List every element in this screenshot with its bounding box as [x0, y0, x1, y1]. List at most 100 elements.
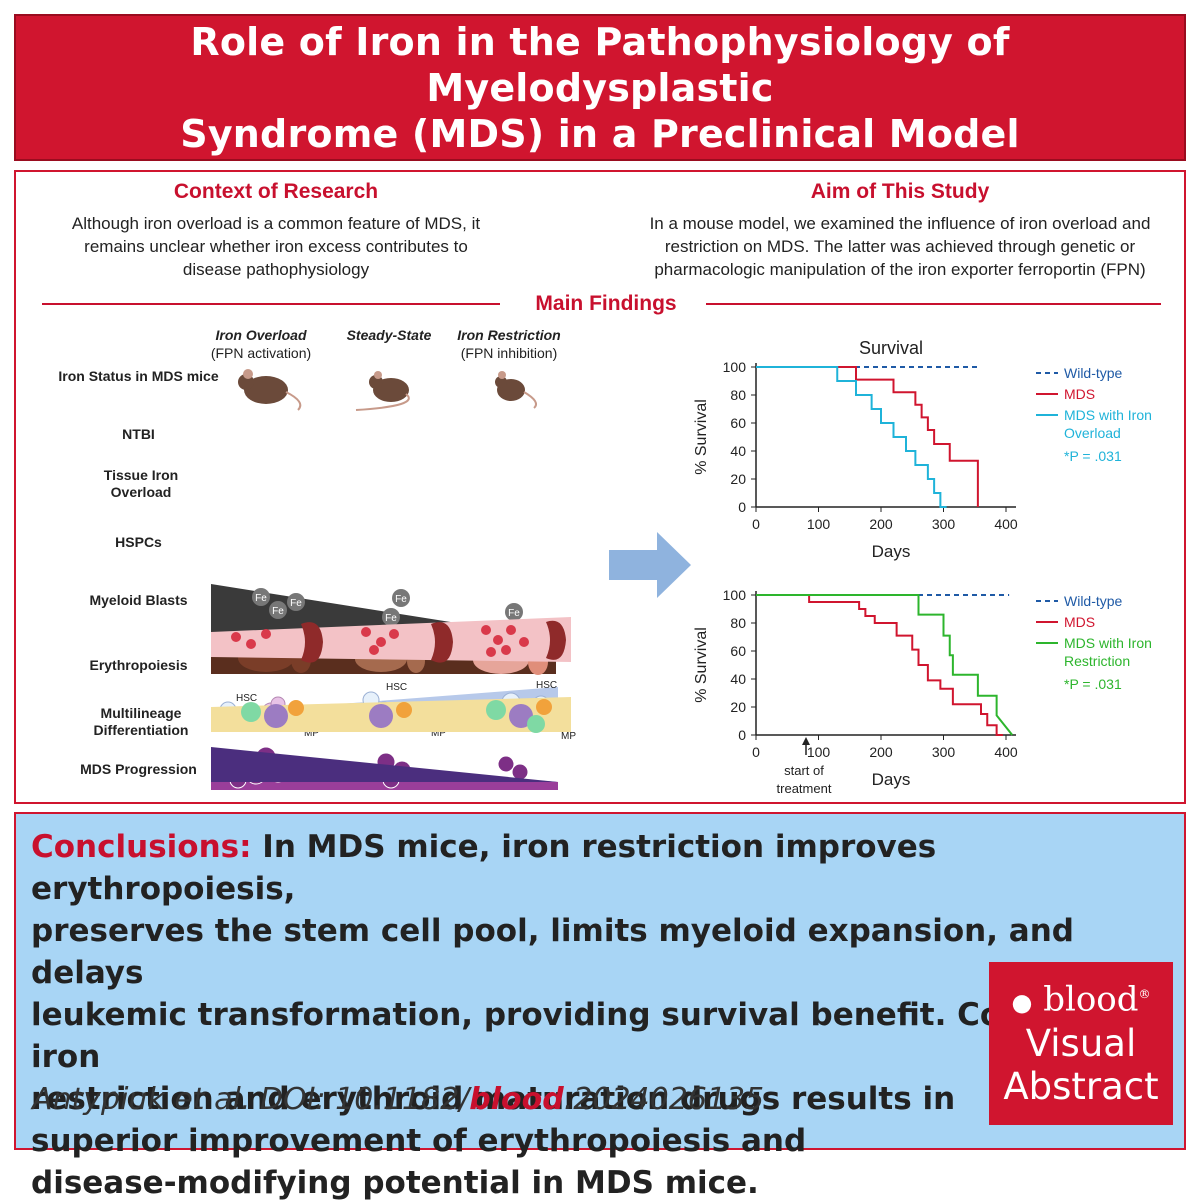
row-label-iron-status: Iron Status in MDS mice	[58, 368, 219, 384]
aim-line: restriction on MDS. The latter was achie…	[664, 237, 1136, 256]
badge-line-1: Visual	[1025, 1022, 1137, 1066]
mp-label: MP	[431, 728, 446, 739]
chart-title: Survival	[859, 338, 923, 358]
divider-right	[706, 303, 1161, 305]
column-subtitle: (FPN inhibition)	[460, 345, 558, 361]
blood-visual-abstract-badge: ● blood® Visual Abstract	[989, 962, 1173, 1125]
fe-label: Fe	[395, 594, 407, 605]
x-tick-label: 100	[807, 516, 831, 532]
main-panel: Context of Research Although iron overlo…	[14, 170, 1186, 804]
legend-label-line: Overload	[1064, 425, 1121, 441]
y-tick-label: 60	[730, 643, 746, 659]
y-tick-label: 100	[723, 587, 747, 603]
x-axis-label: Days	[872, 770, 911, 789]
legend-label: MDS with Iron Restriction	[1064, 635, 1152, 669]
blood-drop-icon: ●	[1011, 988, 1033, 1017]
row-label-myeloid-blasts: Myeloid Blasts	[89, 592, 188, 608]
y-tick-label: 0	[738, 499, 746, 515]
x-tick-label: 0	[752, 744, 760, 760]
legend-label: MDS with Iron Overload	[1064, 407, 1152, 441]
page-title: Role of Iron in the Pathophysiology of M…	[16, 19, 1184, 157]
legend-label: MDS	[1064, 386, 1095, 402]
conclusions-line: disease-modifying potential in MDS mice.	[31, 1165, 759, 1201]
title-line-2: Syndrome (MDS) in a Preclinical Model	[180, 111, 1020, 156]
legend-label: MDS	[1064, 614, 1095, 630]
blood-logo: ● blood®	[989, 974, 1173, 1022]
title-banner: Role of Iron in the Pathophysiology of M…	[14, 14, 1186, 161]
aim-heading: Aim of This Study	[810, 180, 990, 203]
fe-label: Fe	[290, 598, 302, 609]
conclusions-lead: Conclusions:	[31, 829, 252, 865]
context-line: Although iron overload is a common featu…	[71, 214, 481, 233]
erythro-band	[211, 617, 571, 662]
citation: Antypiuk et al. DOI: 10.1182/blood.20240…	[32, 1082, 764, 1117]
aim-line: In a mouse model, we examined the influe…	[649, 214, 1151, 233]
column-title: Iron Overload	[215, 327, 307, 343]
hsc-label: HSC	[386, 682, 407, 693]
citation-doi: .2024026135	[563, 1082, 765, 1117]
fe-label: Fe	[255, 593, 267, 604]
mp-label: MP	[304, 728, 319, 739]
column-subtitle: (FPN activation)	[210, 345, 312, 361]
aim-line: pharmacologic manipulation of the iron e…	[654, 260, 1146, 279]
mouse-icon	[355, 371, 410, 411]
context-heading: Context of Research	[173, 180, 379, 203]
conclusions-text: Conclusions: In MDS mice, iron restricti…	[31, 826, 1161, 1204]
column-head-restriction: Iron Restriction (FPN inhibition)	[444, 326, 574, 362]
legend-label: Wild-type	[1064, 593, 1123, 609]
conclusions-line: restriction and erythroid maturation dru…	[31, 1081, 956, 1117]
conclusions-panel: Conclusions: In MDS mice, iron restricti…	[14, 812, 1186, 1201]
legend-label-line: MDS with Iron	[1064, 407, 1152, 423]
survival-chart-overload: Survival 0 20 40 60 80 100 0 100 200 300 400 Days % S…	[693, 338, 1152, 561]
column-title: Steady-State	[346, 327, 432, 343]
citation-authors: Antypiuk et al. DOI: 10.1182/	[32, 1082, 470, 1117]
mouse-icon	[495, 371, 537, 409]
x-tick-label: 200	[869, 516, 893, 532]
x-tick-label: 0	[752, 516, 760, 532]
x-tick-label: 400	[994, 516, 1018, 532]
main-findings-heading: Main Findings	[535, 292, 677, 315]
row-label-mds-progression: MDS Progression	[80, 761, 197, 777]
survival-chart-restriction: 0 20 40 60 80 100 0 100 200 300 400 Days % Survival W…	[693, 587, 1152, 796]
findings-illustration-lower	[211, 617, 571, 782]
y-tick-label: 60	[730, 415, 746, 431]
y-axis-label: % Survival	[693, 399, 710, 475]
hsc-label: HSC	[236, 693, 257, 704]
legend-label-line: MDS with Iron	[1064, 635, 1152, 651]
y-tick-label: 0	[738, 727, 746, 743]
y-tick-label: 40	[730, 671, 746, 687]
y-axis-label: % Survival	[693, 627, 710, 703]
conclusions-line: superior improvement of erythropoiesis a…	[31, 1123, 807, 1159]
context-line: disease pathophysiology	[182, 260, 370, 279]
y-tick-label: 20	[730, 699, 746, 715]
title-line-1: Role of Iron in the Pathophysiology of M…	[190, 19, 1010, 110]
y-tick-label: 100	[723, 359, 747, 375]
aim-text: In a mouse model, we examined the influe…	[612, 212, 1188, 281]
y-tick-label: 80	[730, 387, 746, 403]
treatment-arrowhead	[802, 737, 810, 745]
citation-journal: blood	[469, 1082, 564, 1117]
fe-label: Fe	[385, 613, 397, 624]
series-line-2	[756, 366, 947, 508]
legend-label: Wild-type	[1064, 365, 1123, 381]
treatment-label: start of	[784, 763, 824, 778]
x-axis-label: Days	[872, 542, 911, 561]
column-head-steady: Steady-State	[324, 326, 454, 344]
registered-mark: ®	[1138, 987, 1151, 1001]
x-tick-label: 300	[932, 516, 956, 532]
p-value-annotation: *P = .031	[1064, 676, 1122, 692]
treatment-label: treatment	[777, 781, 832, 796]
y-tick-label: 80	[730, 615, 746, 631]
conclusions-line: preserves the stem cell pool, limits mye…	[31, 913, 1074, 991]
divider-left	[42, 303, 500, 305]
x-tick-label: 100	[807, 744, 831, 760]
hsc-label: HSC	[536, 680, 557, 691]
context-line: remains unclear whether iron excess cont…	[84, 237, 468, 256]
conclusions-line: In MDS mice, iron restriction improves e…	[31, 829, 937, 907]
right-arrow-icon	[609, 532, 691, 598]
series-line-1	[756, 366, 979, 507]
context-text: Although iron overload is a common featu…	[36, 212, 516, 281]
mouse-icon	[238, 369, 302, 411]
progression-wedge	[211, 747, 558, 782]
conclusions-line: leukemic transformation, providing survi…	[31, 997, 1144, 1075]
